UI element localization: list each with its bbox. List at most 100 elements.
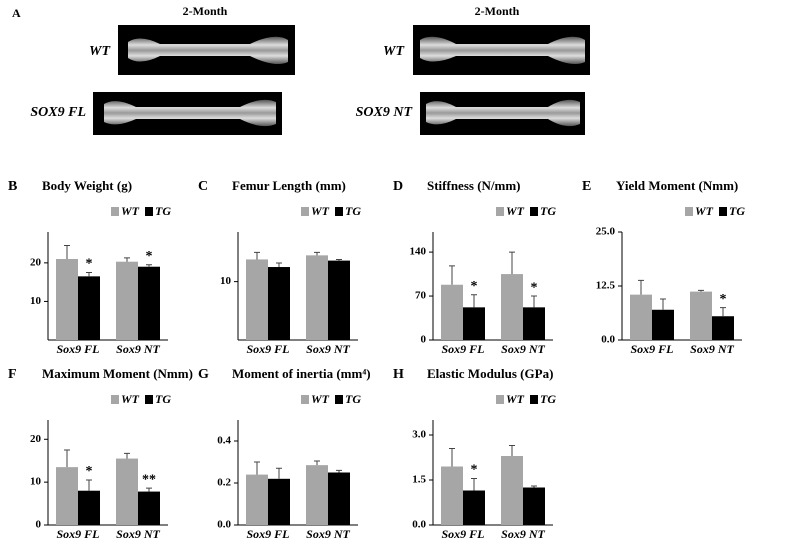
bar [463,490,485,525]
error-bar [720,307,726,317]
error-bar [86,479,92,491]
significance-mark: * [471,463,478,478]
legend-label: TG [540,204,556,218]
chart-title: Femur Length (mm) [232,178,346,193]
error-bar [64,245,70,259]
error-bar [336,258,342,261]
legend-label: WT [121,204,140,218]
error-bar [471,478,477,491]
heading: 2-Month [183,4,228,18]
row-label: SOX9 NT [356,105,414,120]
x-tick-label: Sox9 FL [56,527,99,541]
bar [56,259,78,340]
significance-mark: * [471,279,478,294]
x-tick-label: Sox9 FL [630,342,673,356]
x-tick-label: Sox9 NT [501,342,545,356]
y-tick-label: 70 [415,290,427,302]
bar [138,266,160,340]
y-tick-label: 0.0 [601,334,615,346]
y-tick-label: 0.2 [217,477,231,489]
significance-mark: ** [142,472,156,487]
error-bar [314,460,320,466]
error-bar [336,469,342,473]
error-bar [531,295,537,308]
error-bar [660,298,666,310]
bar [116,458,138,525]
error-bar [509,445,515,456]
heading: 2-Month [475,4,520,18]
chart-title: Yield Moment (Nmm) [616,178,738,193]
x-tick-label: Sox9 NT [116,342,160,356]
error-bar [638,279,644,295]
x-tick-label: Sox9 FL [441,342,484,356]
row-label: WT [89,44,111,59]
y-tick-label: 12.5 [596,280,616,292]
error-bar [276,467,282,479]
significance-mark: * [531,280,538,295]
chart-title: Moment of inertia (mm⁴) [232,366,371,381]
legend-swatch [111,395,119,404]
legend-swatch [111,207,119,216]
bar [712,316,734,340]
bar [441,284,463,340]
panel-label: D [393,179,403,194]
row-label: SOX9 FL [30,105,86,120]
bar [630,294,652,340]
y-tick-label: 0 [421,334,427,346]
x-tick-label: Sox9 NT [501,527,545,541]
legend-label: WT [311,392,330,406]
legend-label: WT [121,392,140,406]
error-bar [64,449,70,468]
x-tick-label: Sox9 NT [690,342,734,356]
error-bar [276,262,282,268]
y-tick-label: 25.0 [596,226,616,238]
error-bar [471,294,477,308]
y-tick-label: 0.0 [412,519,426,531]
y-tick-label: 10 [30,295,42,307]
legend-swatch [530,395,538,404]
y-tick-label: 10 [30,476,42,488]
y-tick-label: 10 [220,275,232,287]
bar [246,474,268,525]
legend-label: WT [506,392,525,406]
y-tick-label: 20 [30,433,42,445]
y-tick-label: 0.0 [217,519,231,531]
legend-label: TG [729,204,745,218]
legend-label: TG [155,392,171,406]
bar [501,456,523,525]
error-bar [698,289,704,292]
error-bar [314,251,320,256]
error-bar [254,461,260,475]
panel-label: F [8,367,17,382]
panel-label: C [198,179,208,194]
x-tick-label: Sox9 NT [306,342,350,356]
bar [328,472,350,525]
row-label: WT [383,44,405,59]
x-tick-label: Sox9 FL [441,527,484,541]
chart-title: Stiffness (N/mm) [427,178,521,193]
bar [690,291,712,340]
panel-label: H [393,367,404,382]
bar [268,478,290,525]
error-bar [124,257,130,262]
bar [306,255,328,340]
bar [268,267,290,340]
legend-swatch [301,395,309,404]
bar [328,260,350,340]
error-bar [449,265,455,285]
legend-swatch [335,395,343,404]
error-bar [124,452,130,459]
legend-swatch [145,207,153,216]
error-bar [509,251,515,275]
legend-swatch [145,395,153,404]
legend-swatch [719,207,727,216]
y-tick-label: 20 [30,256,42,268]
bar [441,466,463,525]
legend-swatch [685,207,693,216]
x-tick-label: Sox9 FL [246,342,289,356]
panel-label: A [12,6,21,20]
chart-title: Maximum Moment (Nmm) [42,366,193,381]
panel-label: G [198,367,209,382]
panel-label: B [8,179,17,194]
